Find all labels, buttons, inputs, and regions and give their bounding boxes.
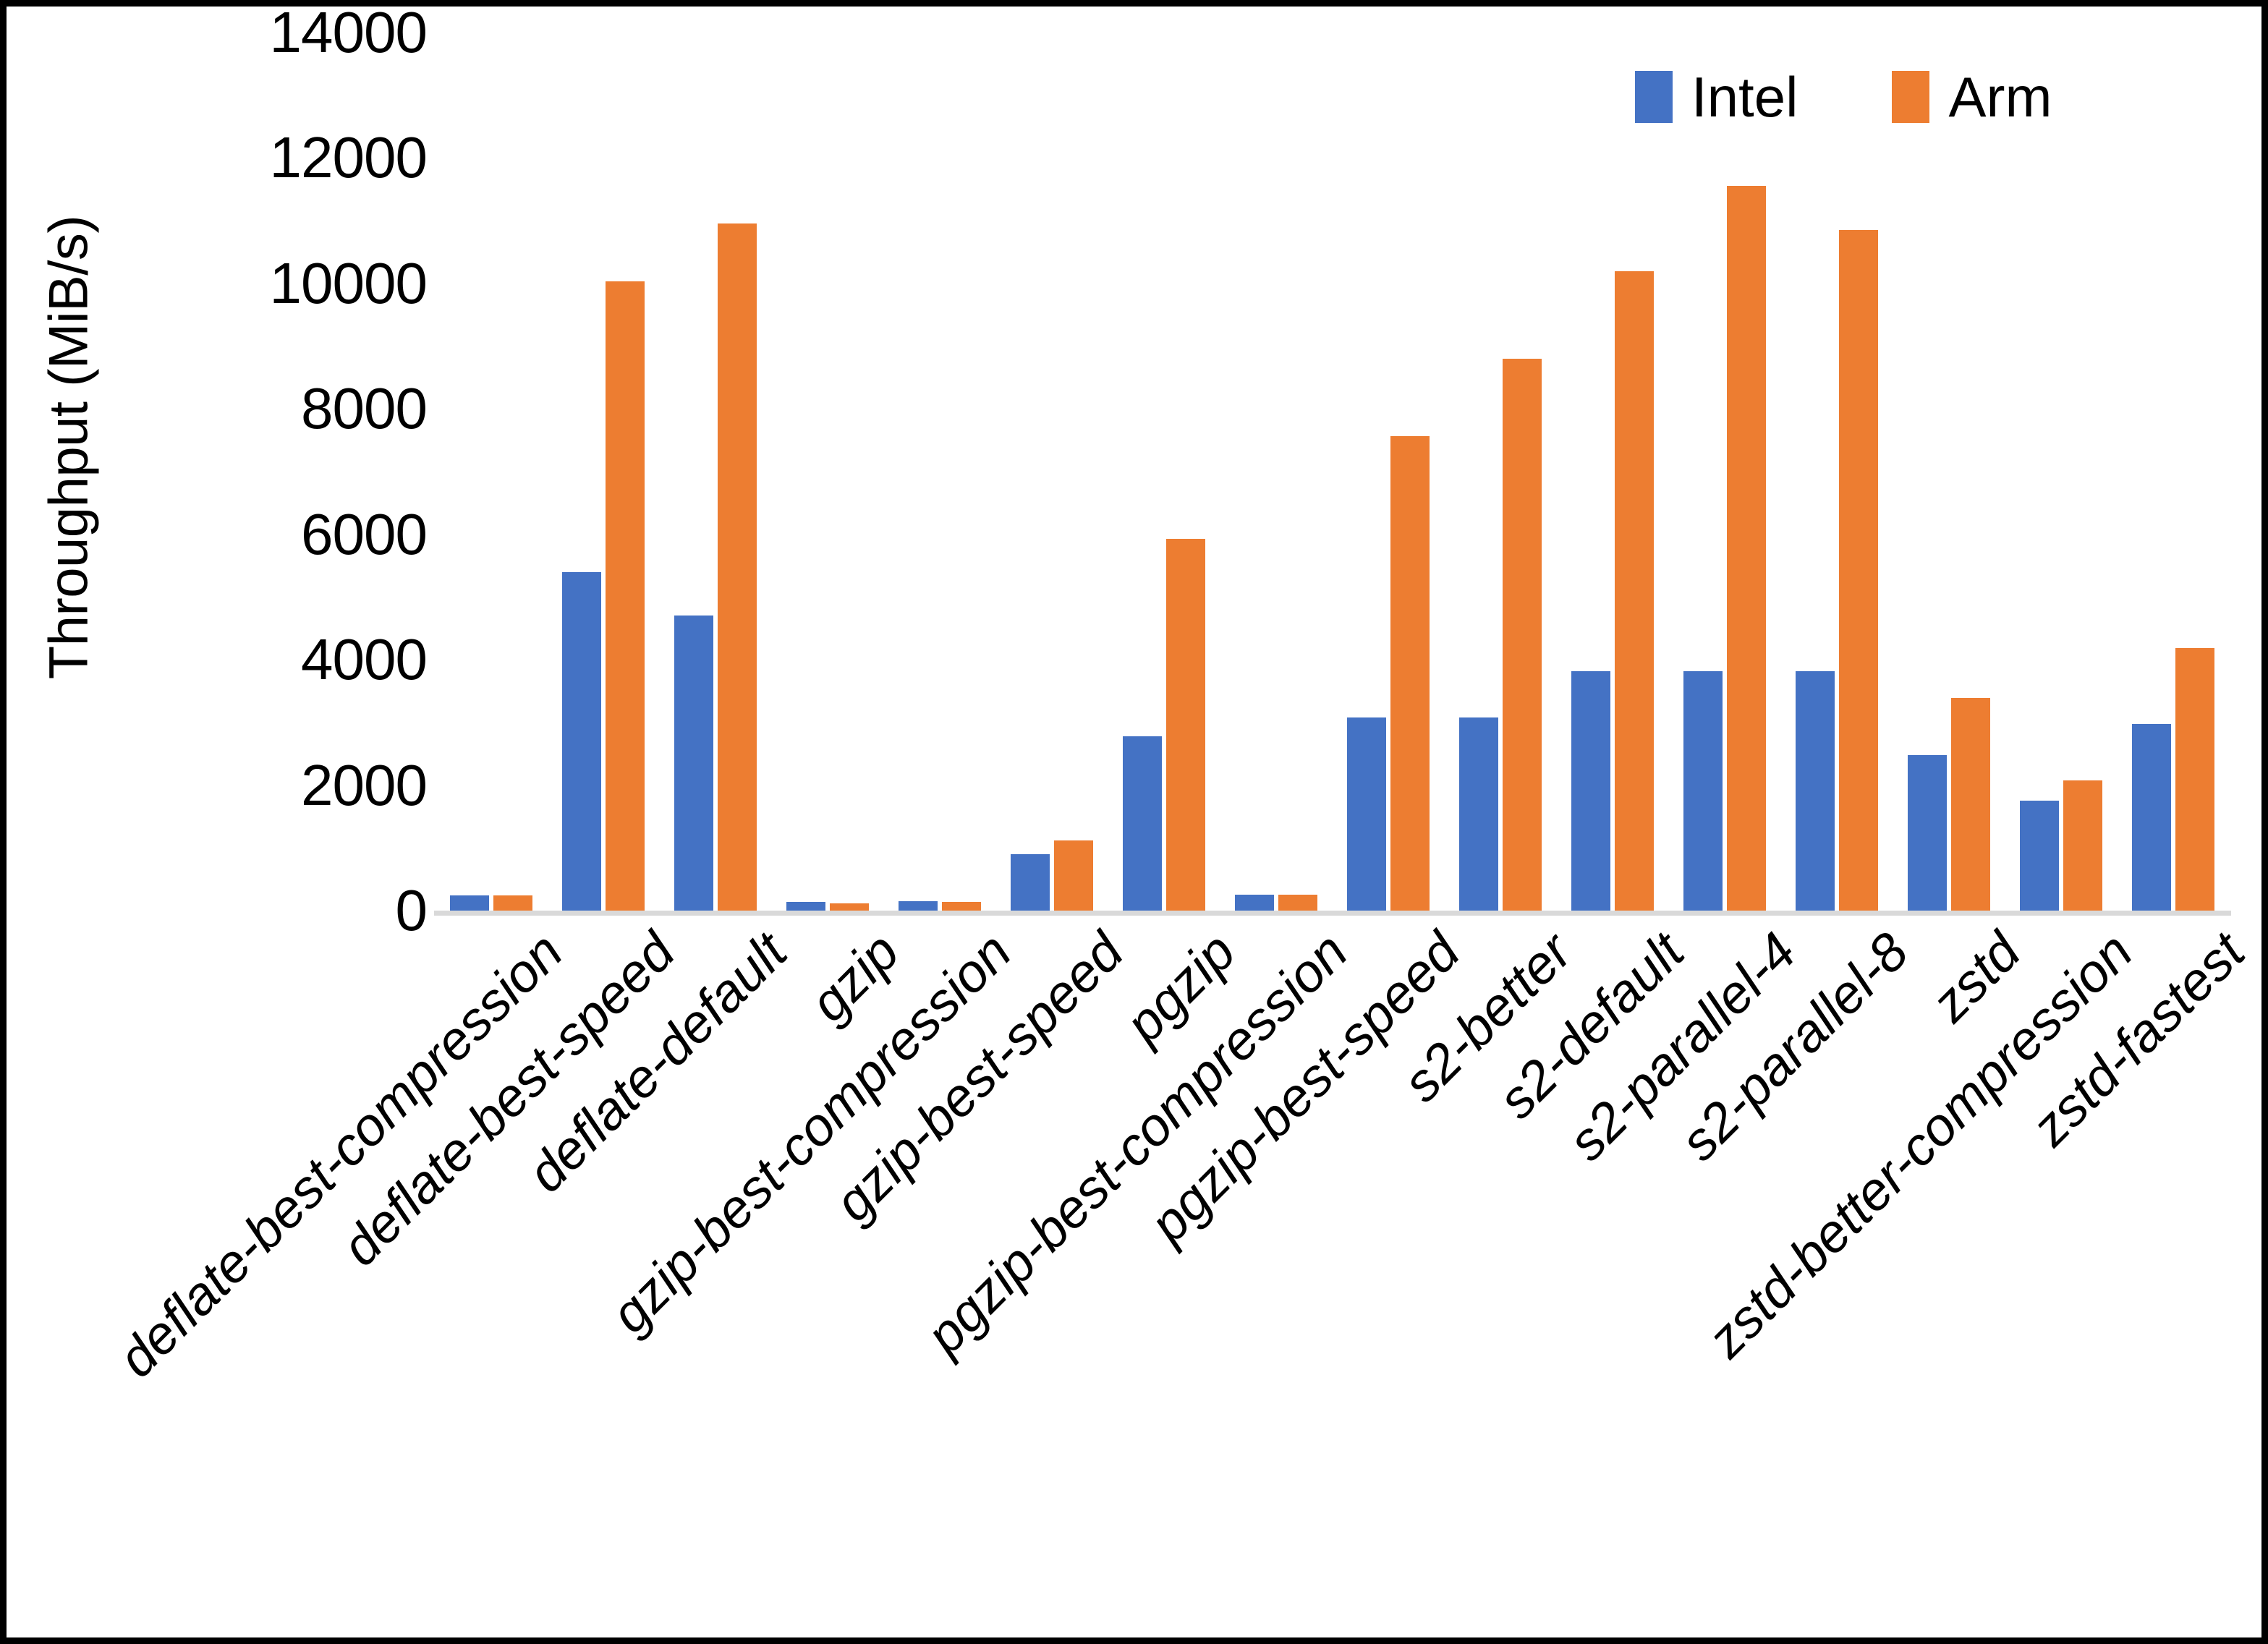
bar-intel[interactable]: [1235, 895, 1274, 911]
legend-label: Arm: [1948, 65, 2052, 129]
bar-group: [546, 33, 658, 911]
bar-arm[interactable]: [1390, 435, 1430, 911]
frame-left-border: [0, 0, 7, 1644]
y-tick-label: 2000: [301, 752, 428, 817]
bar-arm[interactable]: [1054, 840, 1093, 911]
bar-arm[interactable]: [493, 895, 532, 911]
bar-arm[interactable]: [1503, 358, 1542, 911]
bar-intel[interactable]: [1459, 717, 1498, 911]
bar-group: [434, 33, 546, 911]
y-tick-label: 8000: [301, 376, 428, 441]
bar-group: [2004, 33, 2116, 911]
bar-group: [2116, 33, 2228, 911]
bar-arm[interactable]: [1278, 895, 1317, 911]
bar-intel[interactable]: [1011, 853, 1050, 911]
bar-arm[interactable]: [1727, 186, 1766, 911]
x-axis-tick-labels: deflate-best-compression deflate-best-spe…: [106, 921, 2256, 1631]
bar-intel[interactable]: [1683, 670, 1723, 911]
bar-group: [1555, 33, 1668, 911]
x-axis-line: [434, 911, 2231, 916]
bar-arm[interactable]: [830, 903, 869, 911]
y-tick-label: 4000: [301, 627, 428, 692]
bar-intel[interactable]: [1123, 736, 1162, 911]
y-tick-label: 6000: [301, 501, 428, 566]
bar-intel[interactable]: [450, 895, 489, 911]
bar-arm[interactable]: [1166, 538, 1205, 911]
bar-arm[interactable]: [1615, 271, 1654, 911]
frame-bottom-border: [0, 1637, 2268, 1644]
legend-item-arm[interactable]: Arm: [1892, 69, 2052, 125]
frame-right-border: [2261, 0, 2268, 1644]
y-axis-title: Throughput (MiB/s): [38, 215, 100, 680]
bar-arm[interactable]: [1839, 230, 1878, 911]
bar-arm[interactable]: [718, 223, 757, 911]
legend-swatch-icon: [1635, 71, 1673, 123]
legend-swatch-icon: [1892, 71, 1930, 123]
y-axis-tick-labels: 0 2000 4000 6000 8000 10000 12000 14000: [109, 0, 428, 942]
bar-intel[interactable]: [1347, 717, 1386, 911]
plot-area: [434, 33, 2228, 911]
bar-group: [1892, 33, 2004, 911]
bar-arm[interactable]: [2175, 647, 2214, 911]
bar-group: [1780, 33, 1892, 911]
bar-group: [995, 33, 1107, 911]
chart-legend: Intel Arm: [1635, 69, 2052, 125]
bar-intel[interactable]: [899, 901, 938, 911]
bar-intel[interactable]: [1796, 670, 1835, 911]
bar-intel[interactable]: [1908, 754, 1947, 911]
y-tick-label: 12000: [269, 125, 428, 190]
bar-group: [1107, 33, 1219, 911]
bar-arm[interactable]: [1951, 698, 1990, 911]
frame-top-border: [0, 0, 2268, 7]
y-tick-label: 10000: [269, 250, 428, 315]
bar-group: [770, 33, 883, 911]
bar-group: [658, 33, 770, 911]
bar-arm[interactable]: [942, 901, 981, 911]
bar-group: [1443, 33, 1555, 911]
bar-arm[interactable]: [2063, 780, 2102, 911]
bar-intel[interactable]: [786, 901, 825, 911]
bar-arm[interactable]: [606, 281, 645, 911]
y-tick-label: 14000: [269, 0, 428, 64]
bar-intel[interactable]: [674, 616, 713, 911]
legend-label: Intel: [1691, 65, 1798, 129]
bar-group: [1219, 33, 1331, 911]
bar-group: [1331, 33, 1443, 911]
bar-intel[interactable]: [2132, 724, 2171, 911]
bar-group: [883, 33, 995, 911]
bar-group: [1668, 33, 1780, 911]
x-tick-label: deflate-best-compression: [106, 921, 574, 1389]
bar-intel[interactable]: [2020, 801, 2059, 911]
bar-intel[interactable]: [1571, 670, 1610, 911]
y-tick-label: 0: [395, 878, 428, 942]
bar-intel[interactable]: [562, 571, 601, 911]
legend-item-intel[interactable]: Intel: [1635, 69, 1798, 125]
